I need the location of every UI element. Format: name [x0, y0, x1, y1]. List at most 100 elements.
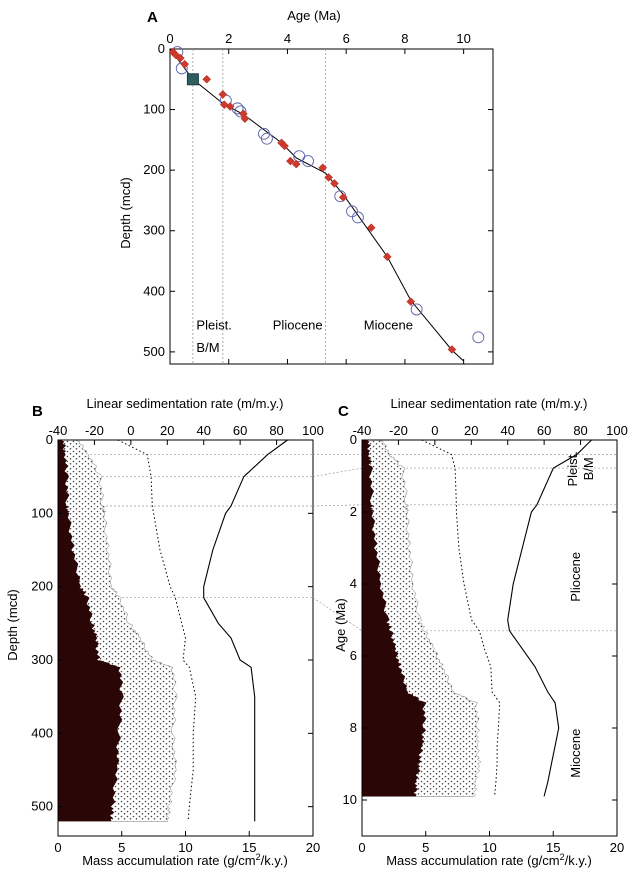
epoch-label: B/M: [196, 340, 219, 355]
top-tick-label: 80: [269, 423, 283, 438]
epoch-label: Pliocene: [568, 552, 583, 602]
red-diamond-point: [382, 252, 392, 262]
red-diamond-point: [286, 156, 295, 166]
bottom-tick-label: 10: [482, 840, 496, 855]
top-tick-label: 100: [606, 423, 628, 438]
panel-c-top-ticks: -40 -20 0 20 40 60 80 100: [353, 423, 628, 445]
panel-c-bottom-axis-label: Mass accumulation rate (g/cm2/k.y.): [386, 852, 592, 868]
red-diamond-point: [406, 297, 416, 306]
open-circle-point: [234, 105, 247, 118]
panel-a-chart: A Age (Ma) Depth (mcd) 0 2 4 6 8 10 0 100 200 30…: [118, 8, 494, 365]
top-tick-label: -40: [353, 423, 372, 438]
x-tick-label: 4: [284, 31, 291, 46]
top-tick-label: -20: [389, 423, 408, 438]
top-tick-label: 20: [160, 423, 174, 438]
red-diamond-point: [447, 345, 457, 354]
panel-b-guide-lines: [58, 454, 313, 599]
y-tick-label: 2: [350, 504, 357, 519]
panel-c-bottom-ticks: 0 5 10 15 20: [358, 831, 624, 855]
panel-c-letter: C: [338, 403, 349, 420]
bottom-tick-label: 5: [422, 840, 429, 855]
y-tick-label: 400: [31, 725, 53, 740]
open-circle-point: [472, 331, 485, 344]
bottom-tick-label: 15: [242, 840, 256, 855]
x-tick-label: 8: [401, 31, 408, 46]
y-tick-label: 200: [31, 579, 53, 594]
panel-a-letter: A: [147, 9, 158, 26]
red-diamond-point: [338, 193, 348, 202]
y-tick-label: 8: [350, 720, 357, 735]
bottom-tick-label: 0: [358, 840, 365, 855]
panel-b-rate-lines: [117, 439, 288, 822]
panel-a-data-points: [168, 46, 485, 354]
panel-a-x-axis-label: Age (Ma): [287, 8, 340, 23]
red-diamond-point: [366, 223, 376, 233]
y-tick-label: 500: [31, 799, 53, 814]
top-tick-label: 80: [573, 423, 587, 438]
open-circle-point: [351, 211, 364, 224]
panel-b-y-axis-label: Depth (mcd): [5, 589, 20, 661]
connector-line: [312, 597, 363, 632]
bottom-tick-label: 20: [306, 840, 320, 855]
open-circle-point: [302, 155, 314, 168]
y-tick-label: 300: [143, 223, 165, 238]
panel-a-plot-frame: [169, 48, 494, 365]
teal-square-point: [186, 73, 199, 86]
red-diamond-point: [175, 53, 185, 63]
y-tick-label: 4: [350, 576, 357, 591]
epoch-label: Pleist.: [565, 451, 580, 486]
x-tick-label: 6: [343, 31, 350, 46]
red-diamond-point: [240, 114, 250, 124]
top-tick-label: 60: [233, 423, 247, 438]
red-diamond-point: [202, 74, 212, 84]
x-tick-label: 0: [166, 31, 173, 46]
top-tick-label: -20: [85, 423, 104, 438]
bottom-tick-label: 15: [546, 840, 560, 855]
y-tick-label: 500: [143, 344, 165, 359]
panel-b-mar-areas: [57, 439, 178, 822]
panel-c-top-axis-label: Linear sedimentation rate (m/m.y.): [391, 396, 588, 411]
top-tick-label: 0: [127, 423, 134, 438]
red-diamond-point: [324, 173, 333, 182]
panel-a-epoch-labels: Pleist. B/M Pliocene Miocene: [196, 318, 413, 355]
bottom-tick-label: 20: [610, 840, 624, 855]
panel-b-bottom-ticks: 0 5 10 15 20: [54, 831, 320, 855]
panel-b-chart: B Linear sedimentation rate (m/m.y.) Mas…: [5, 396, 324, 868]
y-tick-label: 0: [158, 41, 165, 56]
bottom-tick-label: 10: [178, 840, 192, 855]
red-diamond-point: [218, 90, 228, 99]
red-diamond-point: [330, 179, 339, 188]
b-to-c-connector-lines: [312, 454, 363, 632]
top-tick-label: 100: [302, 423, 324, 438]
panel-b-top-axis-label: Linear sedimentation rate (m/m.y.): [87, 396, 284, 411]
panel-a-x-ticks: 0 2 4 6 8 10: [166, 31, 471, 364]
connector-line: [312, 504, 363, 507]
epoch-label: Pliocene: [273, 318, 323, 333]
panel-b-bottom-axis-label: Mass accumulation rate (g/cm2/k.y.): [82, 852, 288, 868]
red-diamond-point: [318, 163, 328, 173]
x-tick-label: 10: [456, 31, 470, 46]
red-diamond-point: [280, 141, 289, 151]
y-tick-label: 100: [143, 102, 165, 117]
x-tick-label: 2: [225, 31, 232, 46]
panel-b-y-ticks: 0 100 200 300 400 500: [31, 432, 313, 814]
top-tick-label: 60: [537, 423, 551, 438]
panel-c-mar-areas: [361, 439, 482, 797]
y-tick-label: 200: [143, 162, 165, 177]
panel-c-rate-lines: [421, 439, 592, 797]
epoch-label: Miocene: [568, 729, 583, 778]
panel-c-y-ticks: 0 2 4 6 8 10: [343, 432, 617, 807]
dark-mar-area: [362, 440, 427, 797]
y-tick-label: 6: [350, 648, 357, 663]
panel-a-epoch-boundaries: [192, 49, 327, 364]
y-tick-label: 300: [31, 652, 53, 667]
epoch-label: B/M: [581, 457, 596, 480]
top-tick-label: 40: [500, 423, 514, 438]
connector-line: [312, 467, 363, 478]
open-circle-point: [260, 132, 273, 145]
red-diamond-point: [225, 102, 235, 111]
dark-mar-area: [58, 440, 124, 822]
panel-a-y-ticks: 0 100 200 300 400 500: [143, 41, 493, 359]
y-tick-label: 0: [46, 432, 53, 447]
